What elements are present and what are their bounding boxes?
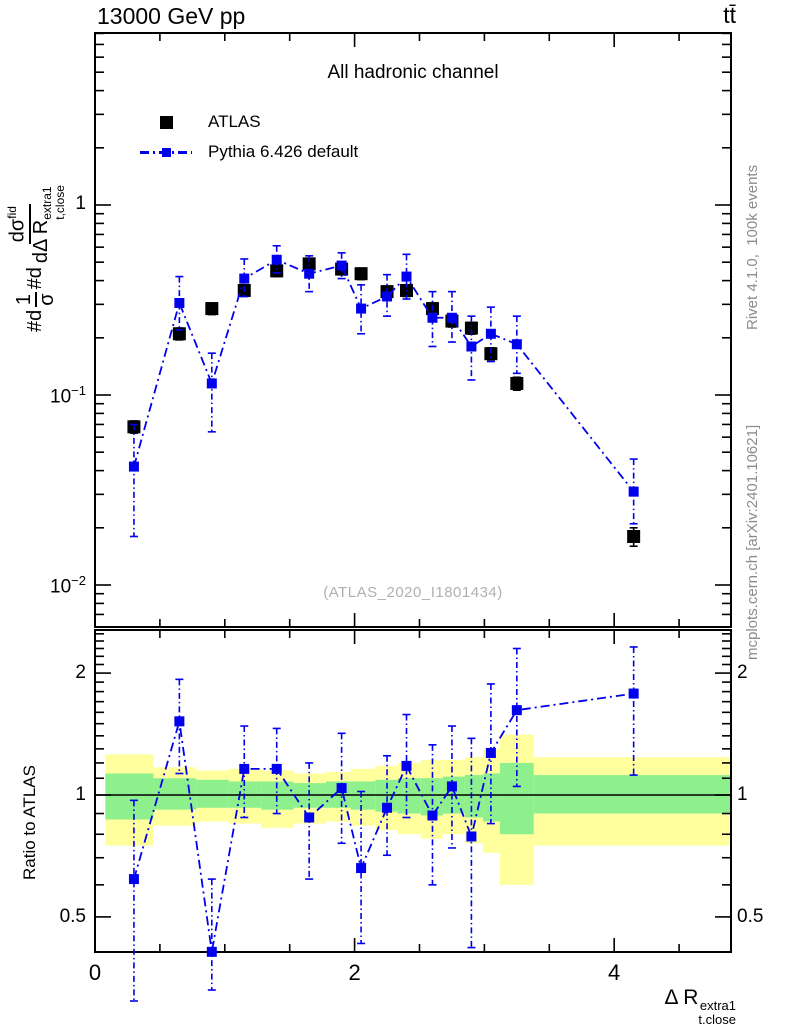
- pythia-data-point: [356, 303, 367, 314]
- ratio-data-point: [174, 716, 185, 727]
- pythia-data-point: [239, 273, 250, 284]
- legend-label-pythia: Pythia 6.426 default: [208, 142, 359, 161]
- ylabel-prefix2: #d: [24, 267, 47, 290]
- ratio-data-point: [336, 783, 347, 794]
- pythia-data-point: [382, 291, 393, 302]
- atlas-data-point: [302, 257, 316, 271]
- pythia-marker-icon: [138, 147, 194, 157]
- ratio-y-tick-label-right: 0.5: [737, 905, 764, 927]
- pythia-data-point: [401, 271, 412, 282]
- pythia-data-point: [485, 328, 496, 339]
- legend-label-atlas: ATLAS: [208, 112, 261, 131]
- axis-ticks: [94, 32, 731, 952]
- legend-entry-pythia: Pythia 6.426 default: [138, 141, 358, 163]
- ratio-data-point: [485, 747, 496, 758]
- atlas-data-point: [627, 529, 641, 543]
- pythia-data-point: [206, 378, 217, 389]
- x-tick-label: 0: [88, 960, 102, 985]
- pythia-data-point: [174, 297, 185, 308]
- analysis-watermark: (ATLAS_2020_I1801434): [323, 584, 503, 601]
- pythia-series: [128, 244, 639, 538]
- ratio-data-point: [427, 810, 438, 821]
- ratio-y-tick-label-left: 2: [75, 662, 86, 684]
- process-label: tt̄: [723, 2, 736, 28]
- ratio-data-point: [239, 763, 250, 774]
- atlas-data-point: [270, 264, 284, 278]
- legend-entry-atlas: ATLAS: [138, 111, 261, 133]
- ratio-data-point: [128, 874, 139, 885]
- ratio-data-point: [271, 763, 282, 774]
- pythia-data-point: [336, 260, 347, 271]
- ratio-data-point: [446, 781, 457, 792]
- ratio-y-tick-label-right: 1: [737, 784, 748, 805]
- ratio-y-tick-label-right: 2: [737, 662, 748, 684]
- ratio-data-point: [628, 688, 639, 699]
- pythia-data-point: [466, 341, 477, 352]
- ratio-data-point: [466, 831, 477, 842]
- atlas-data-point: [354, 267, 368, 281]
- main-y-tick-label: 10−2: [50, 573, 86, 598]
- mcplots-source-note: mcplots.cern.ch [arXiv:2401.10621]: [744, 424, 761, 660]
- ratio-data-point: [382, 802, 393, 813]
- main-y-tick-label: 10−1: [50, 383, 86, 408]
- atlas-data-point: [464, 321, 478, 335]
- ratio-data-point: [401, 760, 412, 771]
- x-tick-label: 4: [608, 960, 621, 985]
- ratio-y-tick-label-left: 0.5: [59, 905, 86, 927]
- pythia-data-point: [271, 254, 282, 265]
- pythia-data-point: [628, 486, 639, 497]
- ratio-data-point: [511, 705, 522, 716]
- channel-subtitle: All hadronic channel: [327, 62, 499, 83]
- rivet-version-note: Rivet 4.1.0, 100k events: [744, 164, 761, 330]
- main-y-tick-label: 1: [75, 193, 86, 214]
- atlas-data-point: [484, 347, 498, 361]
- pythia-data-point: [427, 312, 438, 323]
- pythia-data-point: [446, 312, 457, 323]
- collision-energy-title: 13000 GeV pp: [97, 3, 246, 29]
- ratio-data-point: [206, 946, 217, 957]
- pythia-data-point: [128, 461, 139, 472]
- ratio-y-tick-label-left: 1: [75, 784, 86, 805]
- ratio-data-point: [356, 863, 367, 874]
- x-tick-label: 2: [348, 960, 361, 985]
- ratio-series: [128, 646, 639, 1002]
- pythia-data-point: [304, 268, 315, 279]
- atlas-data-point: [205, 302, 219, 316]
- atlas-data-point: [510, 376, 524, 390]
- pythia-data-point: [511, 339, 522, 350]
- ratio-data-point: [304, 812, 315, 823]
- atlas-marker-icon: [138, 115, 194, 129]
- ratio-axis-label: Ratio to ATLAS: [20, 765, 39, 880]
- ylabel-prefix1: #d: [24, 309, 47, 332]
- panel-frames: [94, 32, 732, 953]
